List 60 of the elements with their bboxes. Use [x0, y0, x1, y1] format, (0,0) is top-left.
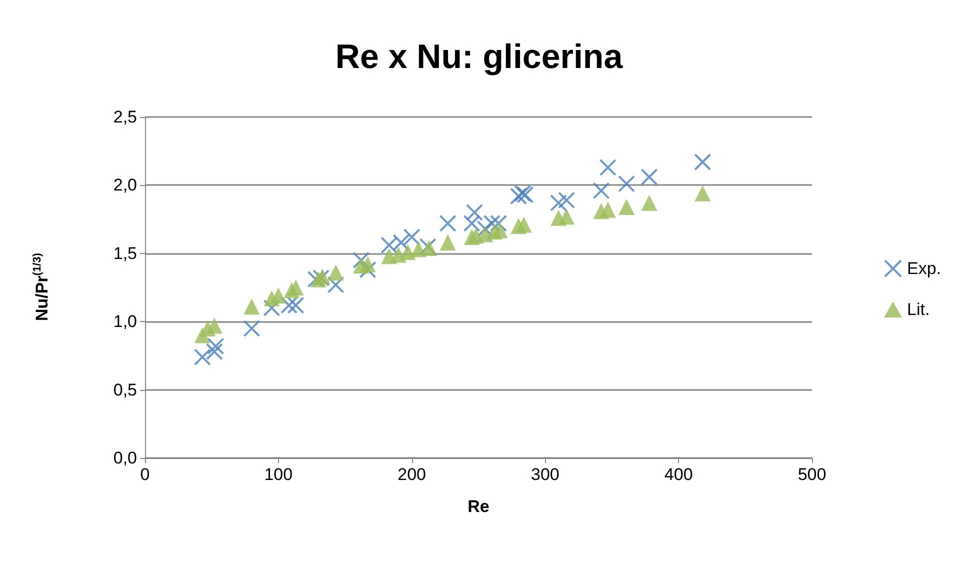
point — [599, 158, 616, 176]
y-tick-label: 2,5 — [113, 108, 137, 126]
point — [463, 214, 480, 232]
point — [476, 220, 494, 238]
point — [206, 343, 223, 360]
point — [694, 185, 711, 202]
point — [327, 276, 344, 294]
point — [640, 168, 658, 186]
y-tick-label: 2,0 — [113, 176, 137, 195]
point — [592, 182, 610, 200]
point — [694, 154, 712, 171]
point — [288, 280, 304, 296]
chart-title: Re x Nu: glicerina — [335, 38, 624, 76]
point — [359, 261, 376, 278]
point — [280, 296, 298, 314]
legend-label: Lit. — [906, 300, 930, 319]
y-tick-label: 0,0 — [113, 448, 137, 468]
point — [492, 222, 508, 238]
x-tick-label: 300 — [531, 465, 560, 484]
point — [466, 204, 483, 221]
point — [558, 192, 576, 209]
point — [352, 252, 370, 269]
point — [440, 234, 456, 250]
x-tick-label: 0 — [140, 465, 150, 484]
point — [618, 175, 636, 192]
point — [477, 226, 494, 242]
x-tick-label: 200 — [398, 465, 426, 484]
point — [263, 299, 280, 316]
point — [403, 228, 420, 246]
point — [270, 288, 286, 304]
point — [400, 244, 416, 260]
x-tick-label: 100 — [264, 465, 293, 484]
legend-label: Exp. — [906, 259, 942, 278]
point — [206, 318, 222, 334]
point — [410, 241, 426, 258]
point — [439, 214, 456, 232]
x-axis-title: Re — [468, 497, 490, 516]
point — [558, 208, 575, 225]
x-tick-label: 400 — [664, 465, 693, 484]
point — [380, 236, 398, 254]
point — [550, 194, 568, 212]
x-tick-label: 500 — [798, 465, 826, 484]
point — [360, 256, 376, 272]
point — [483, 214, 500, 232]
point — [287, 296, 304, 314]
point — [207, 338, 224, 355]
y-tick-label: 1,5 — [113, 244, 137, 263]
y-tick-label: 1,0 — [113, 312, 137, 332]
point — [244, 298, 260, 315]
point — [618, 199, 635, 216]
point — [392, 234, 410, 251]
point — [194, 348, 211, 366]
point — [243, 320, 260, 337]
point — [600, 202, 616, 218]
point — [510, 188, 528, 205]
point — [641, 194, 658, 211]
y-tick-label: 0,5 — [113, 380, 137, 400]
point — [328, 264, 344, 280]
point — [490, 214, 508, 232]
point — [516, 216, 532, 233]
